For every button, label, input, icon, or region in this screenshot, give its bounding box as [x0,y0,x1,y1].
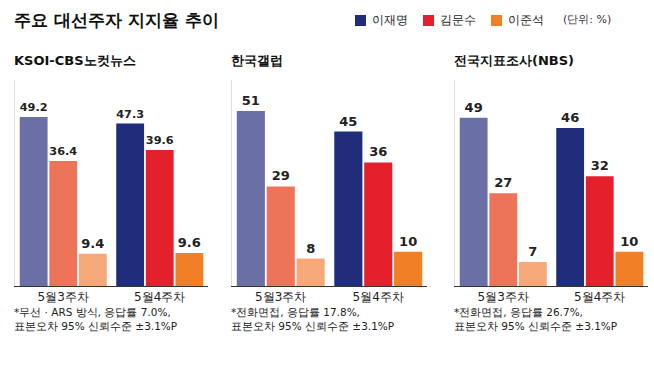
svg-text:10: 10 [399,234,417,249]
svg-text:*전화면접, 응답률 26.7%,표본오차 95% 신뢰수준: *전화면접, 응답률 26.7%,표본오차 95% 신뢰수준 ±3.1%P [454,306,617,332]
svg-text:한국갤럽: 한국갤럽 [231,53,283,68]
svg-text:36: 36 [369,144,387,159]
svg-text:27: 27 [494,175,512,190]
svg-text:49: 49 [465,100,483,115]
svg-text:KSOI-CBS노컷뉴스: KSOI-CBS노컷뉴스 [14,53,136,68]
svg-text:주요 대선주자 지지율 추이: 주요 대선주자 지지율 추이 [14,10,219,30]
svg-text:5월4주차: 5월4주차 [134,290,185,304]
svg-text:36.4: 36.4 [49,145,77,158]
svg-text:5월3주차: 5월3주차 [255,290,306,304]
svg-text:5월3주차: 5월3주차 [478,290,529,304]
svg-text:이준석: 이준석 [508,13,544,27]
svg-text:(단위: %): (단위: %) [563,13,611,26]
svg-text:9.4: 9.4 [81,236,104,251]
svg-text:32: 32 [591,158,609,173]
svg-text:39.6: 39.6 [146,134,174,147]
svg-text:*무선 · ARS 방식, 응답률 7.0%,표본오차 95: *무선 · ARS 방식, 응답률 7.0%,표본오차 95% 신뢰수준 ±3.… [14,306,177,332]
svg-text:49.2: 49.2 [20,101,48,114]
svg-text:5월4주차: 5월4주차 [353,290,404,304]
svg-text:이재명: 이재명 [372,13,408,27]
svg-text:7: 7 [528,244,537,259]
svg-text:45: 45 [339,114,357,129]
svg-text:5월4주차: 5월4주차 [574,290,625,304]
svg-text:전국지표조사(NBS): 전국지표조사(NBS) [454,53,574,68]
svg-text:51: 51 [242,93,260,108]
svg-text:46: 46 [561,110,579,125]
svg-text:9.6: 9.6 [178,235,201,250]
svg-text:*전화면접, 응답률 17.8%,표본오차 95% 신뢰수준: *전화면접, 응답률 17.8%,표본오차 95% 신뢰수준 ±3.1%P [231,306,394,332]
svg-text:29: 29 [272,168,290,183]
svg-text:8: 8 [306,241,315,256]
svg-text:47.3: 47.3 [116,108,144,121]
svg-text:10: 10 [620,234,638,249]
svg-text:김문수: 김문수 [440,13,476,27]
svg-text:5월3주차: 5월3주차 [38,290,89,304]
